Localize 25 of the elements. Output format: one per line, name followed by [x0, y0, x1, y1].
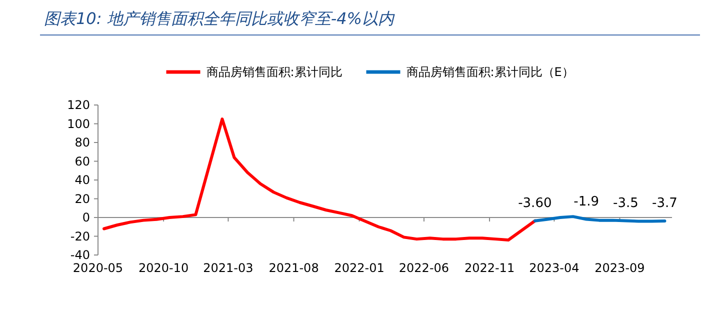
x-tick-label: 2023-09: [594, 261, 645, 275]
x-tick-label: 2022-11: [464, 261, 515, 275]
y-tick-label: 100: [67, 116, 90, 131]
x-tick-label: 2021-03: [203, 261, 254, 275]
legend-label: 商品房销售面积:累计同比（E）: [406, 65, 574, 80]
chart-title: 图表10: 地产销售面积全年同比或收窄至-4%以内: [44, 9, 395, 28]
annotation: -3.7: [652, 196, 678, 211]
x-tick-label: 2020-05: [72, 261, 124, 275]
y-tick-label: -20: [70, 229, 90, 244]
y-tick-label: 20: [74, 192, 90, 206]
x-tick-label: 2021-08: [268, 261, 319, 275]
x-tick-label: 2022-06: [398, 261, 450, 275]
y-tick-label: 60: [74, 154, 90, 168]
x-tick-label: 2020-10: [138, 261, 189, 275]
annotation: -3.5: [613, 196, 638, 211]
legend-label: 商品房销售面积:累计同比: [206, 65, 342, 80]
y-tick-label: 40: [74, 173, 90, 188]
x-tick-label: 2022-01: [334, 261, 384, 275]
y-tick-label: -40: [70, 248, 90, 262]
y-tick-label: 0: [82, 210, 90, 225]
y-tick-label: 80: [74, 136, 90, 150]
y-tick-label: 120: [67, 98, 90, 112]
annotation: -1.9: [574, 194, 600, 210]
x-tick-label: 2023-04: [529, 261, 580, 275]
annotation: -3.60: [518, 196, 552, 211]
